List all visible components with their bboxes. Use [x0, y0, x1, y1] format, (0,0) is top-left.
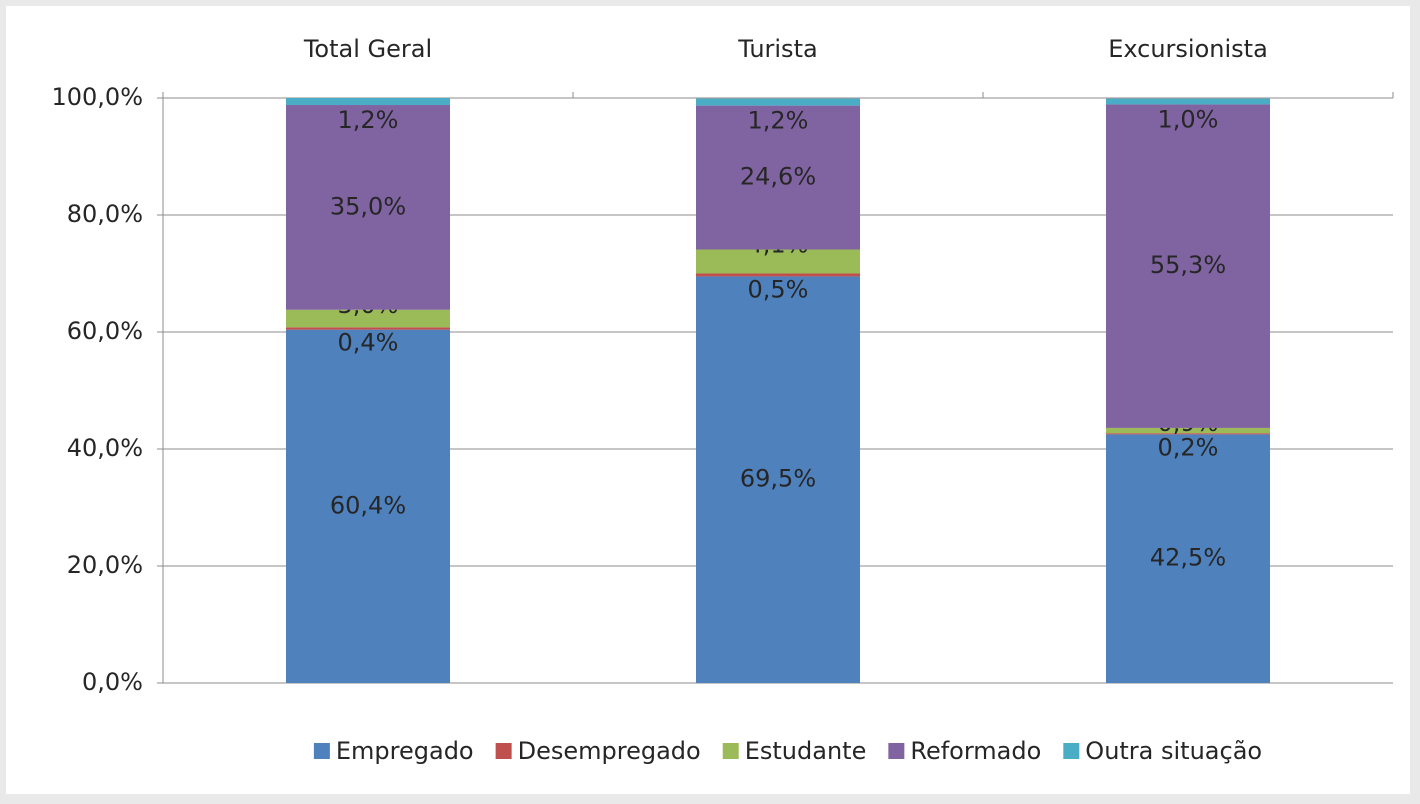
legend-label: Desempregado: [518, 737, 701, 765]
data-label: 60,4%: [330, 491, 406, 519]
data-label: 0,5%: [748, 275, 809, 303]
y-tick-label: 100,0%: [51, 83, 143, 111]
y-tick-label: 80,0%: [67, 200, 143, 228]
y-tick-label: 0,0%: [82, 668, 143, 696]
bar-segment: [1106, 427, 1270, 434]
x-tick-label: Total Geral: [303, 35, 432, 63]
data-label: 1,2%: [748, 107, 809, 135]
y-tick-label: 60,0%: [67, 317, 143, 345]
y-tick-label: 40,0%: [67, 434, 143, 462]
data-label: 24,6%: [740, 163, 816, 191]
bar-segment: [696, 249, 860, 274]
bar-segment: [286, 329, 450, 683]
data-label: 0,2%: [1158, 433, 1219, 461]
bar-segment: [1106, 98, 1270, 105]
data-label: 0,4%: [338, 329, 399, 357]
data-label: 35,0%: [330, 192, 406, 220]
bar-segment: [1106, 104, 1270, 428]
bar-segment: [696, 98, 860, 106]
legend-swatch: [313, 743, 330, 759]
data-label: 1,2%: [338, 106, 399, 134]
bar-segment: [1106, 433, 1270, 435]
x-tick-label: Turista: [737, 35, 817, 63]
bar-segment: [696, 273, 860, 277]
bar-segment: [286, 98, 450, 106]
legend-label: Empregado: [336, 737, 474, 765]
bar-segment: [286, 105, 450, 310]
bar-segment: [696, 276, 860, 683]
legend-label: Outra situação: [1085, 737, 1262, 765]
data-label: 42,5%: [1150, 544, 1226, 572]
legend-label: Estudante: [745, 737, 867, 765]
y-tick-label: 20,0%: [67, 551, 143, 579]
bar-segment: [286, 327, 450, 330]
legend-label: Reformado: [910, 737, 1041, 765]
data-label: 69,5%: [740, 465, 816, 493]
x-tick-label: Excursionista: [1108, 35, 1268, 63]
legend-swatch: [888, 743, 905, 759]
data-label: 55,3%: [1150, 251, 1226, 279]
legend-swatch: [722, 743, 739, 759]
data-label: 1,0%: [1158, 105, 1219, 133]
bar-segment: [696, 105, 860, 250]
bar-segment: [1106, 434, 1270, 683]
bar-segment: [286, 309, 450, 328]
legend-swatch: [1063, 743, 1080, 759]
legend-swatch: [495, 743, 512, 759]
